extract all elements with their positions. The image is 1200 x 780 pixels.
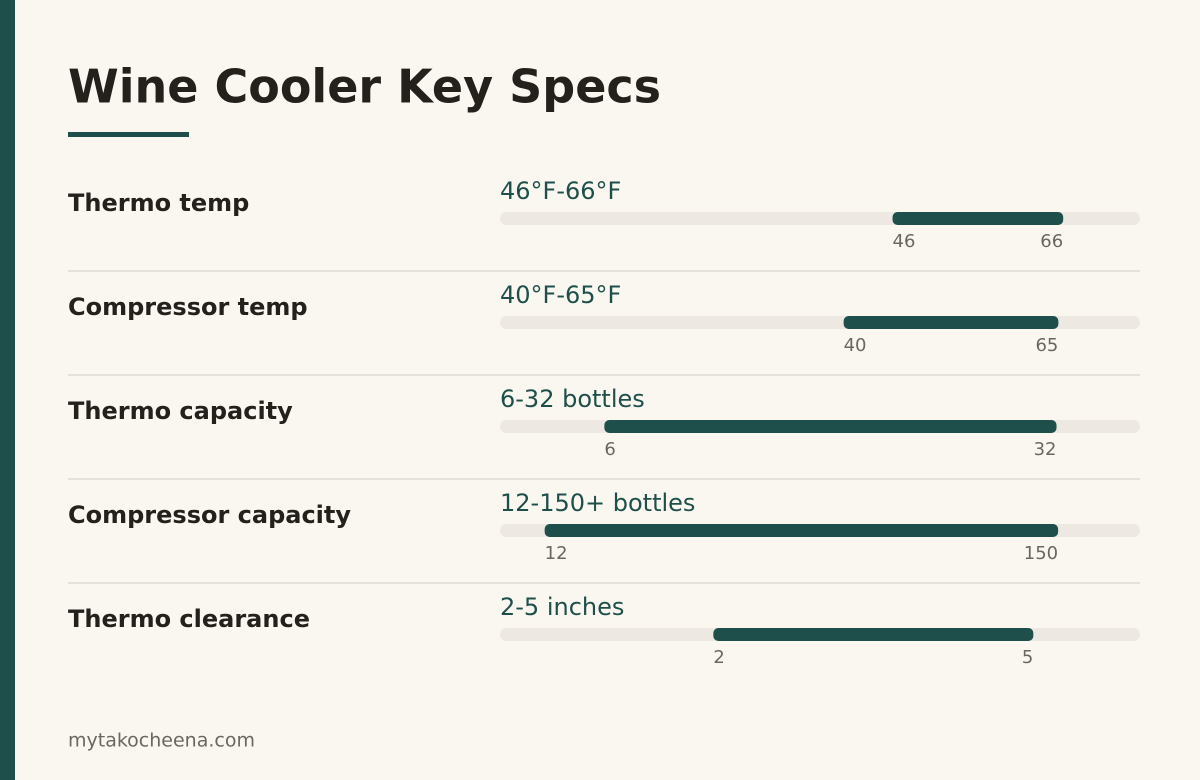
range-bar bbox=[892, 212, 1064, 225]
range-high-label: 65 bbox=[1035, 335, 1058, 356]
title: Wine Cooler Key Specs bbox=[68, 60, 661, 114]
range-low-label: 46 bbox=[893, 231, 916, 252]
range-high-label: 66 bbox=[1040, 231, 1063, 252]
range-text: 2-5 inches bbox=[500, 593, 624, 621]
range-bar bbox=[604, 420, 1057, 433]
range-bar bbox=[713, 628, 1034, 641]
range-high-label: 32 bbox=[1034, 439, 1057, 460]
range-high-label: 5 bbox=[1022, 647, 1033, 668]
range-low-label: 6 bbox=[604, 439, 615, 460]
range-bar bbox=[843, 316, 1059, 329]
spec-label: Thermo capacity bbox=[68, 397, 293, 425]
range-low-label: 2 bbox=[713, 647, 724, 668]
range-low-label: 12 bbox=[545, 543, 568, 564]
range-text: 6-32 bottles bbox=[500, 385, 645, 413]
accent-stripe bbox=[0, 0, 15, 780]
range-high-label: 150 bbox=[1024, 543, 1058, 564]
range-bar bbox=[544, 524, 1059, 537]
spec-label: Thermo clearance bbox=[68, 605, 310, 633]
range-text: 12-150+ bottles bbox=[500, 489, 695, 517]
spec-label: Thermo temp bbox=[68, 189, 249, 217]
title-underline bbox=[68, 132, 189, 137]
range-text: 46°F-66°F bbox=[500, 177, 621, 205]
range-low-label: 40 bbox=[844, 335, 867, 356]
spec-label: Compressor capacity bbox=[68, 501, 351, 529]
range-text: 40°F-65°F bbox=[500, 281, 621, 309]
spec-label: Compressor temp bbox=[68, 293, 308, 321]
footer-source: mytakocheena.com bbox=[68, 730, 255, 752]
